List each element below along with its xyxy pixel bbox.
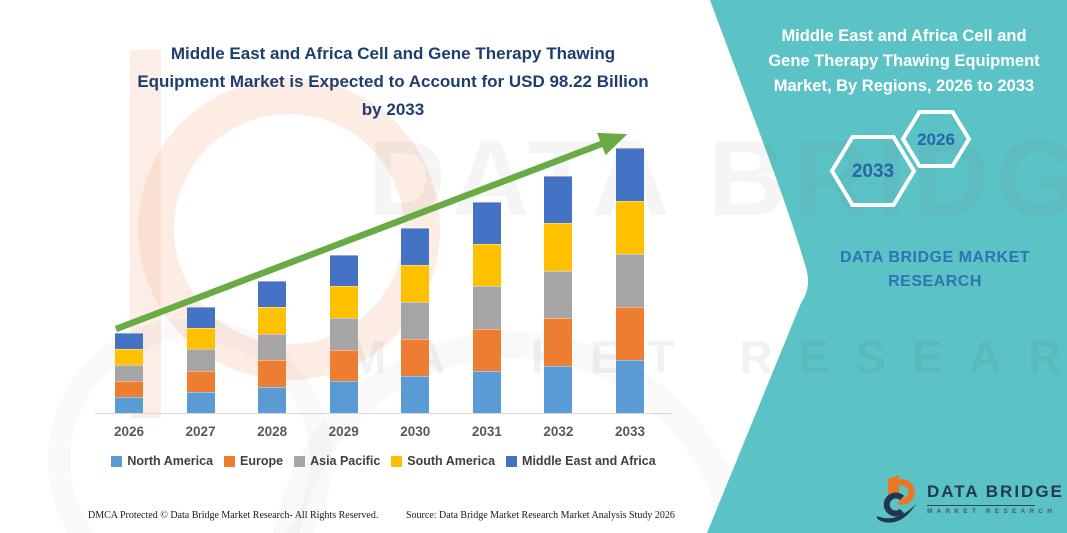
legend-swatch: [224, 455, 236, 467]
bar-segment-south-america: [401, 264, 430, 302]
bar-segment-middle-east-and-africa: [186, 306, 215, 329]
bar-segment-north-america: [615, 360, 644, 413]
watermark-text-marketresearch: MARKET RESEARCH: [348, 331, 1067, 383]
stacked-bar-2032: [544, 176, 573, 413]
legend-item-middle-east-and-africa: Middle East and Africa: [506, 454, 656, 468]
stacked-bar-2027: [186, 306, 215, 413]
bar-segment-south-america: [186, 328, 215, 350]
hexagon-year-2026: 2026: [917, 130, 955, 149]
legend-swatch: [506, 455, 518, 467]
dbmr-logo-icon: [876, 475, 916, 523]
stacked-bar-2028: [258, 281, 287, 413]
chart-title-line1: Middle East and Africa Cell and Gene The…: [170, 44, 616, 63]
stacked-bar-2026: [115, 333, 143, 413]
x-axis-label-2030: 2030: [400, 424, 431, 439]
dbmr-logo-rule: [927, 505, 1035, 506]
legend-swatch: [111, 455, 123, 467]
x-axis-label-2031: 2031: [471, 424, 502, 439]
x-axis-label-2026: 2026: [113, 424, 145, 439]
footer-dmca-text: DMCA Protected © Data Bridge Market Rese…: [88, 510, 379, 521]
bar-segment-south-america: [115, 349, 143, 366]
bar-segment-europe: [401, 338, 430, 376]
bar-segment-europe: [258, 360, 287, 387]
stacked-bar-2029: [329, 254, 358, 413]
bar-segment-middle-east-and-africa: [115, 333, 143, 350]
bar-segment-south-america: [615, 201, 644, 254]
bar-segment-middle-east-and-africa: [615, 148, 644, 201]
bar-segment-asia-pacific: [258, 333, 287, 361]
panel-brand-text: DATA BRIDGE MARKET RESEARCH: [780, 246, 1067, 294]
legend-item-asia-pacific: Asia Pacific: [294, 454, 380, 468]
legend-label: Asia Pacific: [310, 454, 381, 468]
bar-segment-middle-east-and-africa: [329, 254, 358, 287]
footer-source-text: Source: Data Bridge Market Research Mark…: [406, 510, 675, 521]
bar-segment-north-america: [472, 370, 501, 413]
legend-label: Europe: [240, 454, 284, 468]
stacked-bar-2033: [615, 148, 644, 413]
bar-segment-europe: [186, 370, 215, 392]
bar-segment-asia-pacific: [186, 349, 215, 371]
legend-swatch: [294, 455, 306, 467]
bar-segment-asia-pacific: [544, 270, 573, 319]
bar-segment-middle-east-and-africa: [258, 281, 287, 308]
stacked-bar-2030: [401, 227, 430, 413]
legend-item-north-america: North America: [111, 454, 213, 468]
legend-label: Middle East and Africa: [522, 454, 656, 468]
panel-title-line3: Market, By Regions, 2026 to 2033: [773, 77, 1035, 95]
legend-label: North America: [127, 454, 214, 468]
bar-segment-asia-pacific: [329, 318, 358, 350]
bar-segment-south-america: [472, 244, 501, 287]
x-axis-line: [95, 413, 672, 414]
bar-segment-south-america: [258, 307, 287, 334]
bar-segment-asia-pacific: [401, 301, 430, 339]
bar-segment-asia-pacific: [115, 365, 143, 382]
chart-title-line3: by 2033: [361, 100, 425, 119]
bar-segment-europe: [544, 318, 573, 366]
bar-segment-north-america: [258, 386, 287, 413]
legend-swatch: [391, 455, 403, 467]
stacked-bar-2031: [472, 201, 501, 413]
x-axis-label-2033: 2033: [614, 424, 645, 439]
dbmr-logo-name: DATA BRIDGE: [927, 482, 1064, 501]
panel-brand-line1: DATA BRIDGE MARKET: [839, 249, 1031, 266]
chart-title: Middle East and Africa Cell and Gene The…: [95, 40, 691, 124]
legend-item-europe: Europe: [224, 454, 283, 468]
bar-segment-middle-east-and-africa: [472, 201, 501, 245]
bar-segment-north-america: [115, 396, 143, 413]
legend-item-south-america: South America: [391, 454, 495, 468]
bar-segment-asia-pacific: [472, 286, 501, 329]
bar-segment-europe: [615, 307, 644, 360]
x-axis-label-2028: 2028: [257, 424, 288, 439]
panel-title-line2: Gene Therapy Thawing Equipment: [768, 52, 1040, 70]
bar-segment-middle-east-and-africa: [401, 227, 430, 265]
bar-segment-north-america: [329, 381, 358, 413]
bar-segment-asia-pacific: [615, 254, 644, 307]
bar-segment-europe: [472, 328, 501, 371]
bar-segment-middle-east-and-africa: [544, 176, 573, 224]
legend-label: South America: [407, 454, 496, 468]
bar-segment-north-america: [544, 365, 573, 413]
x-axis-label-2032: 2032: [543, 424, 574, 439]
panel-title: Middle East and Africa Cell and Gene The…: [748, 24, 1060, 99]
dbmr-logo-subtitle: MARKET RESEARCH: [927, 508, 1057, 515]
bar-segment-north-america: [401, 375, 430, 413]
bar-segment-europe: [329, 349, 358, 382]
bar-segment-south-america: [329, 286, 358, 319]
x-axis-label-2029: 2029: [328, 424, 359, 439]
x-axis-label-2027: 2027: [185, 424, 216, 439]
panel-title-line1: Middle East and Africa Cell and: [781, 27, 1027, 45]
bar-segment-europe: [115, 381, 143, 397]
panel-brand-line2: RESEARCH: [888, 273, 982, 290]
chart-legend: North America Europe Asia Pacific South Ame…: [95, 454, 672, 468]
hexagon-year-2033: 2033: [851, 161, 895, 182]
bar-segment-south-america: [544, 223, 573, 271]
bar-segment-north-america: [186, 391, 215, 413]
dbmr-logo: DATA BRIDGE MARKET RESEARCH: [876, 474, 1064, 524]
chart-title-line2: Equipment Market is Expected to Account …: [137, 72, 649, 91]
